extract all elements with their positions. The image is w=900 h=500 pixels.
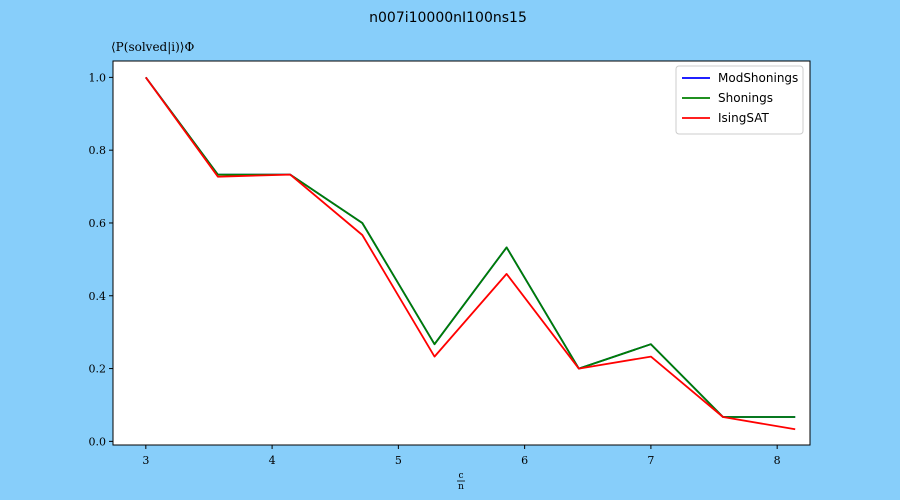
x-tick-label: 5 xyxy=(395,454,402,467)
y-tick-label: 0.6 xyxy=(89,217,107,230)
y-tick-label: 0.2 xyxy=(89,363,107,376)
legend-label: ModShonings xyxy=(718,71,798,85)
series-layer xyxy=(145,76,796,431)
y-tick-label: 1.0 xyxy=(89,71,107,84)
series-line-isingsat xyxy=(145,76,796,431)
series-line-shonings xyxy=(145,76,796,418)
x-tick-label: 4 xyxy=(269,454,276,467)
legend-box xyxy=(675,65,804,135)
x-tick-label: 8 xyxy=(774,454,781,467)
legend-label: Shonings xyxy=(718,91,773,105)
chart-title: n007i10000nI100ns15 xyxy=(369,10,527,26)
x-tick-label: 3 xyxy=(142,454,149,467)
x-axis-label-numerator: c xyxy=(458,471,463,481)
plot-frame xyxy=(112,60,811,446)
x-axis-label-denominator: n xyxy=(458,482,464,492)
axes-ticks: 3 4 5 6 7 8 0.0 0.2 0.4 0.6 0.8 1.0 xyxy=(89,71,781,467)
x-tick-label: 7 xyxy=(647,454,654,467)
y-tick-label: 0.8 xyxy=(89,144,107,157)
legend: ModShonings Shonings IsingSAT xyxy=(675,65,804,135)
x-tick-label: 6 xyxy=(521,454,528,467)
x-axis-label: c n xyxy=(457,471,465,492)
y-tick-label: 0.0 xyxy=(89,435,107,448)
y-axis-label: ⟨P(solved|i)⟩Φ xyxy=(111,40,194,54)
legend-label: IsingSAT xyxy=(718,111,769,125)
y-tick-label: 0.4 xyxy=(89,290,107,303)
